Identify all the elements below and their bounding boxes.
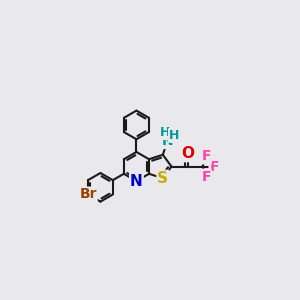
Text: F: F <box>201 149 211 164</box>
Text: F: F <box>209 160 219 173</box>
Text: H: H <box>160 126 170 139</box>
Text: Br: Br <box>79 188 97 202</box>
Text: H: H <box>169 129 179 142</box>
Text: O: O <box>181 146 194 161</box>
Text: S: S <box>158 171 168 186</box>
Text: N: N <box>130 174 143 189</box>
Text: F: F <box>201 169 211 184</box>
Text: N: N <box>161 134 173 148</box>
